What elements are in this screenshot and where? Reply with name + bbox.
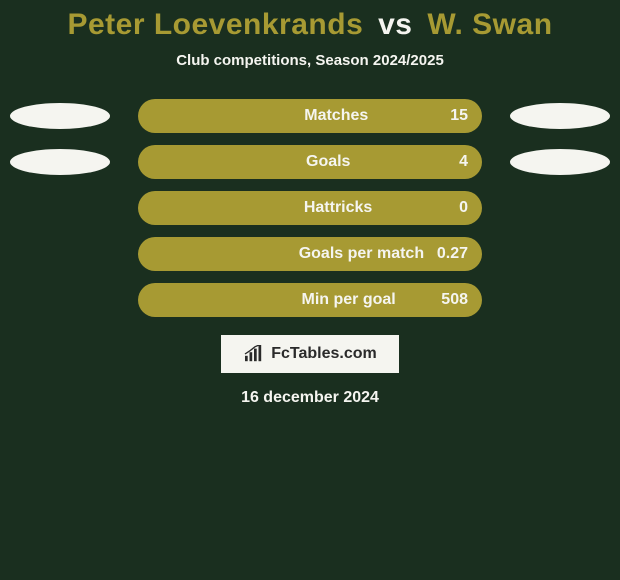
stat-row: Hattricks 0	[0, 191, 620, 225]
stat-label: Hattricks	[304, 199, 372, 217]
stats-list: Matches 15 Goals 4 Hattricks 0 Goals per match…	[0, 99, 620, 317]
title-player2: W. Swan	[427, 8, 552, 41]
stat-label: Goals per match	[299, 245, 424, 263]
stat-row: Goals per match 0.27	[0, 237, 620, 271]
oval-left	[10, 149, 110, 175]
stat-label: Goals	[306, 153, 350, 171]
logo-box: FcTables.com	[221, 335, 399, 373]
stat-bar: Hattricks 0	[138, 191, 482, 225]
stat-label: Matches	[304, 107, 368, 125]
stat-row: Min per goal 508	[0, 283, 620, 317]
stat-value: 508	[441, 291, 468, 309]
title: Peter Loevenkrands vs W. Swan	[0, 8, 620, 42]
stat-value: 4	[459, 153, 468, 171]
oval-right	[510, 103, 610, 129]
stat-value: 0.27	[437, 245, 468, 263]
stat-label: Min per goal	[302, 291, 396, 309]
title-player1: Peter Loevenkrands	[67, 8, 363, 41]
stat-value: 0	[459, 199, 468, 217]
title-vs: vs	[378, 8, 412, 41]
stat-bar: Min per goal 508	[138, 283, 482, 317]
oval-right	[510, 149, 610, 175]
oval-left	[10, 103, 110, 129]
stat-row: Goals 4	[0, 145, 620, 179]
stat-row: Matches 15	[0, 99, 620, 133]
comparison-card: Peter Loevenkrands vs W. Swan Club compe…	[0, 0, 620, 407]
logo-text: FcTables.com	[271, 345, 377, 363]
subtitle: Club competitions, Season 2024/2025	[0, 52, 620, 69]
stat-bar: Goals per match 0.27	[138, 237, 482, 271]
stat-value: 15	[450, 107, 468, 125]
stat-bar: Goals 4	[138, 145, 482, 179]
chart-icon	[243, 345, 265, 363]
date-text: 16 december 2024	[0, 389, 620, 407]
stat-bar: Matches 15	[138, 99, 482, 133]
